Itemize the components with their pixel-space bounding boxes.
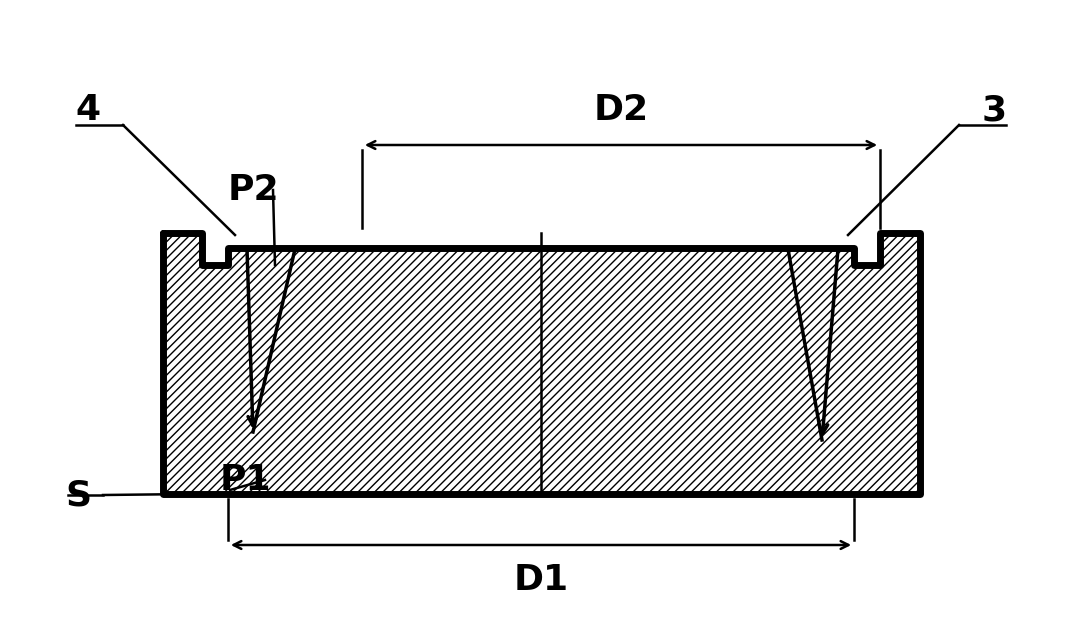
Polygon shape bbox=[163, 233, 920, 494]
Text: 3: 3 bbox=[981, 93, 1006, 127]
Polygon shape bbox=[163, 233, 920, 494]
Text: D1: D1 bbox=[514, 563, 568, 597]
Text: P2: P2 bbox=[228, 173, 279, 207]
Text: D2: D2 bbox=[593, 93, 648, 127]
Text: S: S bbox=[65, 478, 91, 512]
Text: P1: P1 bbox=[220, 463, 272, 497]
Text: 4: 4 bbox=[76, 93, 101, 127]
